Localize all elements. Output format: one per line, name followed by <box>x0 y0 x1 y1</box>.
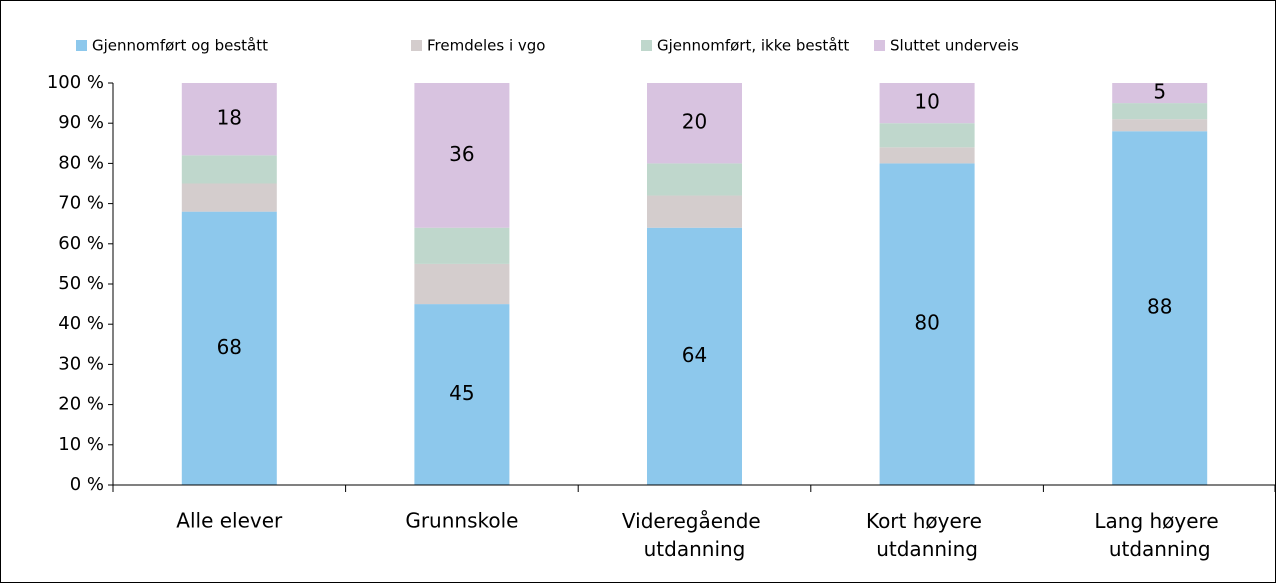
y-tick-label: 0 % <box>70 474 104 495</box>
data-label: 20 <box>682 110 707 134</box>
bar-segment <box>647 227 742 485</box>
bar-segment <box>1112 83 1208 104</box>
y-tick-label: 70 % <box>58 193 104 214</box>
bar-segment <box>647 195 742 228</box>
y-tick-label: 50 % <box>58 273 104 294</box>
bar-segment <box>879 163 975 485</box>
legend-swatch <box>874 40 885 51</box>
bar-segment <box>879 123 975 148</box>
legend-swatch <box>76 40 87 51</box>
bar-segment <box>1112 103 1208 120</box>
data-label: 36 <box>449 142 474 166</box>
legend-label: Gjennomført, ikke bestått <box>657 37 849 55</box>
data-label: 10 <box>914 90 939 114</box>
data-label: 18 <box>217 106 242 130</box>
x-tick-label: Kort høyere utdanning <box>866 509 988 561</box>
y-tick-label: 90 % <box>58 112 104 133</box>
legend-swatch <box>641 40 652 51</box>
data-label: 5 <box>1153 80 1166 104</box>
x-tick-label: Grunnskole <box>405 509 518 533</box>
bar-segment <box>181 183 277 212</box>
bar-segment <box>414 304 510 485</box>
y-tick-label: 10 % <box>58 434 104 455</box>
bar-segment <box>647 83 742 164</box>
bar-segment <box>1112 131 1208 486</box>
bar-segment <box>181 211 277 485</box>
legend-label: Sluttet underveis <box>890 37 1019 55</box>
bar-segment <box>1112 119 1208 132</box>
data-label: 64 <box>682 343 707 367</box>
data-label: 88 <box>1147 295 1172 319</box>
legend-label: Gjennomført og bestått <box>92 37 268 55</box>
bar-segment <box>414 83 510 228</box>
bar-segment <box>647 163 742 196</box>
y-tick-label: 20 % <box>58 394 104 415</box>
y-tick-label: 100 % <box>47 72 104 93</box>
y-tick-label: 30 % <box>58 353 104 374</box>
x-tick-label: Alle elever <box>176 509 283 533</box>
y-tick-label: 40 % <box>58 313 104 334</box>
bar-segment <box>414 263 510 305</box>
x-tick-label: Lang høyere utdanning <box>1094 509 1225 561</box>
data-label: 80 <box>914 311 939 335</box>
data-label: 68 <box>217 335 242 359</box>
bar-segment <box>879 147 975 164</box>
bar-segment <box>181 155 277 184</box>
bar-segment <box>181 83 277 156</box>
x-tick-label: Videregående utdanning <box>622 509 767 561</box>
legend-swatch <box>411 40 422 51</box>
y-tick-label: 60 % <box>58 233 104 254</box>
bar-segment <box>879 83 975 124</box>
data-label: 45 <box>449 381 474 405</box>
y-tick-label: 80 % <box>58 152 104 173</box>
bar-segment <box>414 227 510 264</box>
legend-label: Fremdeles i vgo <box>427 37 545 55</box>
